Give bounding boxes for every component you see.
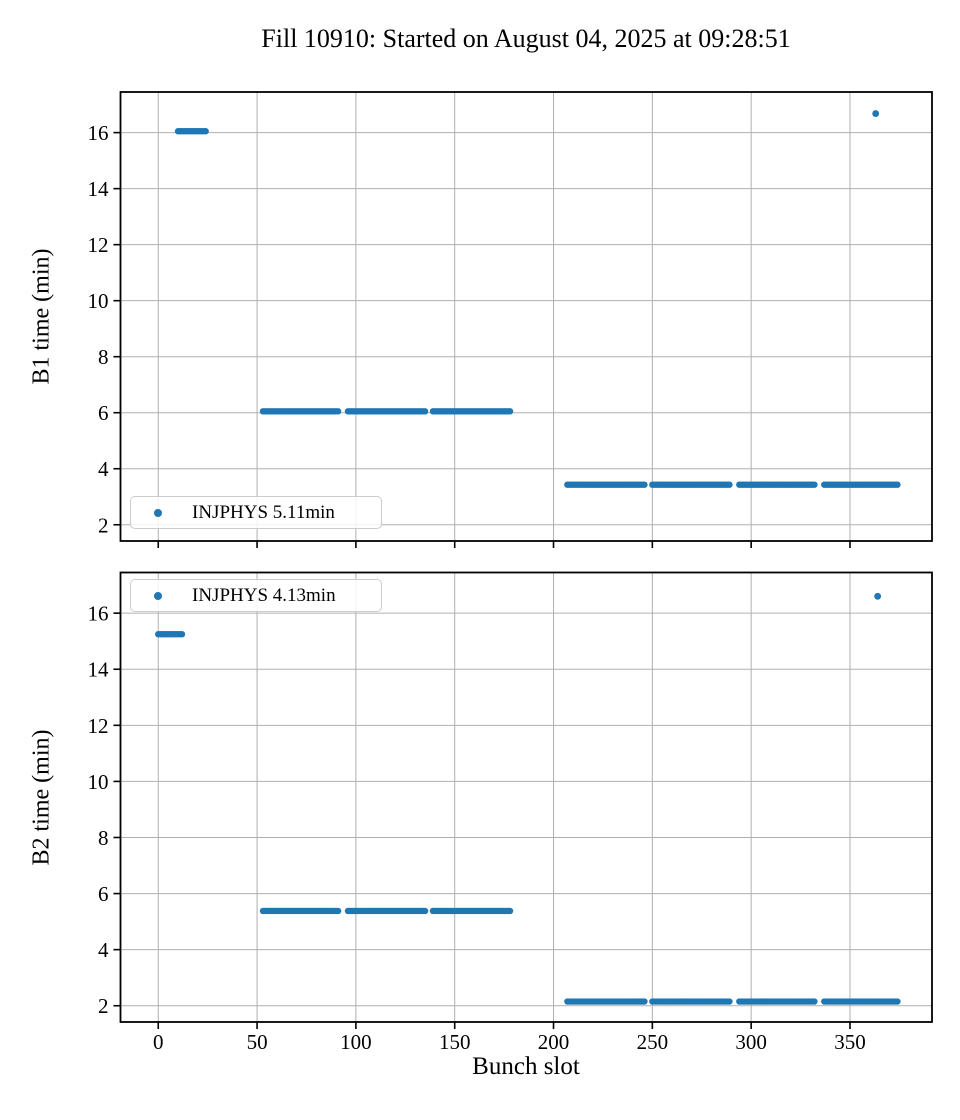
y-tick-label: 10 xyxy=(88,289,109,313)
figure-title: Fill 10910: Started on August 04, 2025 a… xyxy=(261,24,791,53)
data-point xyxy=(421,408,429,415)
x-tick-label: 150 xyxy=(439,1030,471,1054)
y-tick-label: 6 xyxy=(98,882,109,906)
data-point xyxy=(506,408,514,415)
data-point xyxy=(641,998,648,1005)
y-tick-label: 6 xyxy=(98,401,109,425)
data-point xyxy=(726,481,733,488)
legend-label-b1: INJPHYS 5.11min xyxy=(192,501,335,523)
y-tick-label: 4 xyxy=(98,457,109,481)
data-point xyxy=(726,998,733,1005)
data-point xyxy=(202,128,209,135)
outlier-data-point xyxy=(874,592,882,600)
x-tick-label: 200 xyxy=(538,1030,570,1054)
y-tick-label: 8 xyxy=(98,345,109,369)
x-tick-label: 50 xyxy=(247,1030,268,1054)
data-point xyxy=(811,481,818,488)
y-tick-label: 14 xyxy=(88,658,110,682)
data-point xyxy=(641,481,648,488)
y-tick-label: 12 xyxy=(88,233,109,257)
y-axis-label-b2: B2 time (min) xyxy=(28,729,55,866)
x-tick-label: 100 xyxy=(340,1030,372,1054)
x-tick-label: 300 xyxy=(735,1030,767,1054)
axes-frame xyxy=(119,571,933,1023)
axes-frame xyxy=(119,91,933,542)
scatter-marker-icon xyxy=(154,508,162,517)
y-tick-label: 12 xyxy=(88,714,109,738)
y-tick-label: 2 xyxy=(98,513,109,537)
y-tick-label: 14 xyxy=(88,177,110,201)
y-tick-label: 2 xyxy=(98,994,109,1018)
legend-b1: INJPHYS 5.11min xyxy=(130,496,382,529)
data-point xyxy=(178,630,186,638)
y-tick-label: 16 xyxy=(88,602,109,626)
data-point xyxy=(334,907,342,915)
outlier-data-point xyxy=(872,110,880,117)
x-axis-label: Bunch slot xyxy=(472,1053,580,1080)
data-point xyxy=(894,481,901,488)
data-point xyxy=(506,907,514,915)
y-tick-label: 10 xyxy=(88,770,109,794)
legend-b2: INJPHYS 4.13min xyxy=(130,579,382,612)
scatter-marker-icon xyxy=(154,591,162,600)
y-axis-label-b1: B1 time (min) xyxy=(28,248,55,385)
y-tick-label: 4 xyxy=(98,938,109,962)
x-tick-label: 0 xyxy=(153,1030,164,1054)
legend-label-b2: INJPHYS 4.13min xyxy=(192,584,336,606)
y-tick-label: 16 xyxy=(88,121,109,145)
x-tick-label: 250 xyxy=(637,1030,669,1054)
data-point xyxy=(334,408,342,415)
x-tick-label: 350 xyxy=(834,1030,866,1054)
data-point xyxy=(894,998,901,1005)
data-point xyxy=(811,998,818,1005)
data-point xyxy=(421,907,429,915)
y-tick-label: 8 xyxy=(98,826,109,850)
